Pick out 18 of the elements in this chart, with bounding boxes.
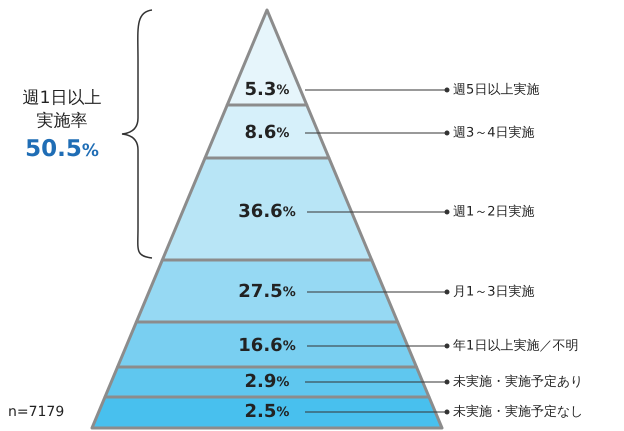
data-label: 27.5% bbox=[238, 280, 296, 302]
data-label: 16.6% bbox=[238, 334, 296, 356]
category-label: 未実施・実施予定なし bbox=[453, 404, 583, 420]
category-label: 年1日以上実施／不明 bbox=[453, 338, 578, 354]
text: 50.5% bbox=[25, 136, 99, 162]
data-label: 2.5% bbox=[244, 400, 290, 422]
text: 実施率 bbox=[36, 111, 88, 131]
category-label: 月1～3日実施 bbox=[453, 284, 535, 300]
category-label: 週1～2日実施 bbox=[453, 204, 535, 220]
data-label: 36.6% bbox=[238, 200, 296, 222]
text: 週1日以上 bbox=[22, 88, 102, 108]
text: n=7179 bbox=[8, 404, 64, 420]
category-label: 週5日以上実施 bbox=[453, 82, 540, 98]
data-label: 8.6% bbox=[244, 122, 290, 143]
data-label: 2.9% bbox=[244, 370, 290, 392]
data-label: 5.3% bbox=[244, 78, 290, 100]
category-label: 週3～4日実施 bbox=[453, 124, 535, 141]
category-label: 未実施・実施予定あり bbox=[453, 374, 583, 390]
